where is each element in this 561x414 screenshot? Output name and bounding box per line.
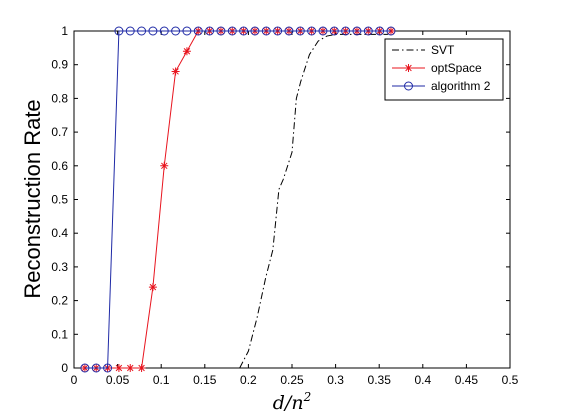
legend-marker-algorithm-2 bbox=[404, 81, 413, 91]
y-tick-label: 0 bbox=[61, 361, 68, 375]
data-point-algorithm-2 bbox=[103, 363, 113, 373]
x-tick-label: 0.25 bbox=[280, 373, 304, 387]
data-point-algorithm-2 bbox=[386, 26, 396, 36]
data-point-algorithm-2 bbox=[148, 26, 158, 36]
series-svt bbox=[239, 33, 388, 369]
data-point-algorithm-2 bbox=[352, 26, 362, 36]
x-tick-label: 0.35 bbox=[368, 373, 392, 387]
data-point-algorithm-2 bbox=[80, 363, 90, 373]
x-axis-title: d/n2 bbox=[273, 390, 311, 414]
data-point-algorithm-2 bbox=[216, 26, 226, 36]
data-point-algorithm-2 bbox=[363, 26, 373, 36]
data-point-algorithm-2 bbox=[171, 26, 181, 36]
legend-label-optspace: optSpace bbox=[431, 61, 482, 75]
data-point-algorithm-2 bbox=[137, 26, 147, 36]
x-tick-label: 0.2 bbox=[240, 373, 257, 387]
y-axis-title: Reconstruction Rate bbox=[20, 99, 45, 298]
x-axis-title-superscript: 2 bbox=[303, 390, 312, 404]
data-point-optspace bbox=[171, 67, 180, 76]
data-point-algorithm-2 bbox=[125, 26, 135, 36]
legend-label-algorithm-2: algorithm 2 bbox=[431, 79, 491, 93]
data-point-optspace bbox=[137, 364, 146, 372]
y-tick-label: 0.6 bbox=[51, 159, 68, 173]
data-point-optspace bbox=[148, 283, 157, 292]
data-point-algorithm-2 bbox=[341, 26, 351, 36]
legend-marker-optspace bbox=[404, 64, 413, 72]
y-tick-label: 0.2 bbox=[51, 294, 68, 308]
series-line-algorithm-2 bbox=[84, 30, 391, 369]
y-tick-label: 1 bbox=[61, 24, 68, 38]
series-algorithm-2 bbox=[80, 26, 396, 373]
y-tick-label: 0.3 bbox=[51, 260, 68, 274]
data-point-algorithm-2 bbox=[227, 26, 237, 36]
x-tick-label: 0.15 bbox=[193, 373, 217, 387]
x-tick-label: 0.45 bbox=[455, 373, 479, 387]
data-point-optspace bbox=[182, 47, 191, 56]
x-tick-label: 0.4 bbox=[414, 373, 431, 387]
y-axis-ticks: 0 0.1 0.2 0.3 0.4 0.5 0.6 0.7 0.8 0.9 1 bbox=[51, 24, 510, 375]
y-tick-label: 0.5 bbox=[51, 193, 68, 207]
data-point-algorithm-2 bbox=[159, 26, 169, 36]
series-layer bbox=[80, 26, 396, 373]
data-point-algorithm-2 bbox=[307, 26, 317, 36]
data-point-algorithm-2 bbox=[250, 26, 260, 36]
x-tick-label: 0.1 bbox=[153, 373, 170, 387]
data-point-algorithm-2 bbox=[375, 26, 385, 36]
data-point-algorithm-2 bbox=[205, 26, 215, 36]
y-tick-label: 0.1 bbox=[51, 327, 68, 341]
x-tick-label: 0.5 bbox=[502, 373, 519, 387]
data-point-optspace bbox=[386, 27, 395, 35]
x-axis-title-main: d/n bbox=[273, 392, 304, 414]
data-point-optspace bbox=[114, 364, 123, 372]
y-tick-label: 0.9 bbox=[51, 58, 68, 72]
data-point-algorithm-2 bbox=[329, 26, 339, 36]
legend: SVT optSpace algorithm 2 bbox=[384, 38, 504, 101]
data-point-optspace bbox=[160, 161, 169, 170]
data-point-algorithm-2 bbox=[284, 26, 294, 36]
x-axis-ticks: 0 0.05 0.1 0.15 0.2 0.25 0.3 0.35 0.4 0.45 0.5 bbox=[71, 31, 519, 387]
series-line-svt bbox=[239, 33, 388, 369]
y-tick-label: 0.8 bbox=[51, 91, 68, 105]
legend-box bbox=[384, 38, 504, 101]
data-point-algorithm-2 bbox=[273, 26, 283, 36]
data-point-algorithm-2 bbox=[193, 26, 203, 36]
legend-label-svt: SVT bbox=[431, 43, 455, 57]
data-point-algorithm-2 bbox=[91, 363, 101, 373]
x-tick-label: 0 bbox=[71, 373, 78, 387]
data-point-algorithm-2 bbox=[182, 26, 192, 36]
data-point-optspace bbox=[126, 364, 135, 372]
x-tick-label: 0.05 bbox=[106, 373, 130, 387]
data-point-algorithm-2 bbox=[239, 26, 249, 36]
data-point-algorithm-2 bbox=[295, 26, 305, 36]
data-point-algorithm-2 bbox=[114, 26, 124, 36]
y-tick-label: 0.4 bbox=[51, 226, 68, 240]
data-point-algorithm-2 bbox=[318, 26, 328, 36]
y-tick-label: 0.7 bbox=[51, 125, 68, 139]
data-point-algorithm-2 bbox=[261, 26, 271, 36]
x-tick-label: 0.3 bbox=[327, 373, 344, 387]
